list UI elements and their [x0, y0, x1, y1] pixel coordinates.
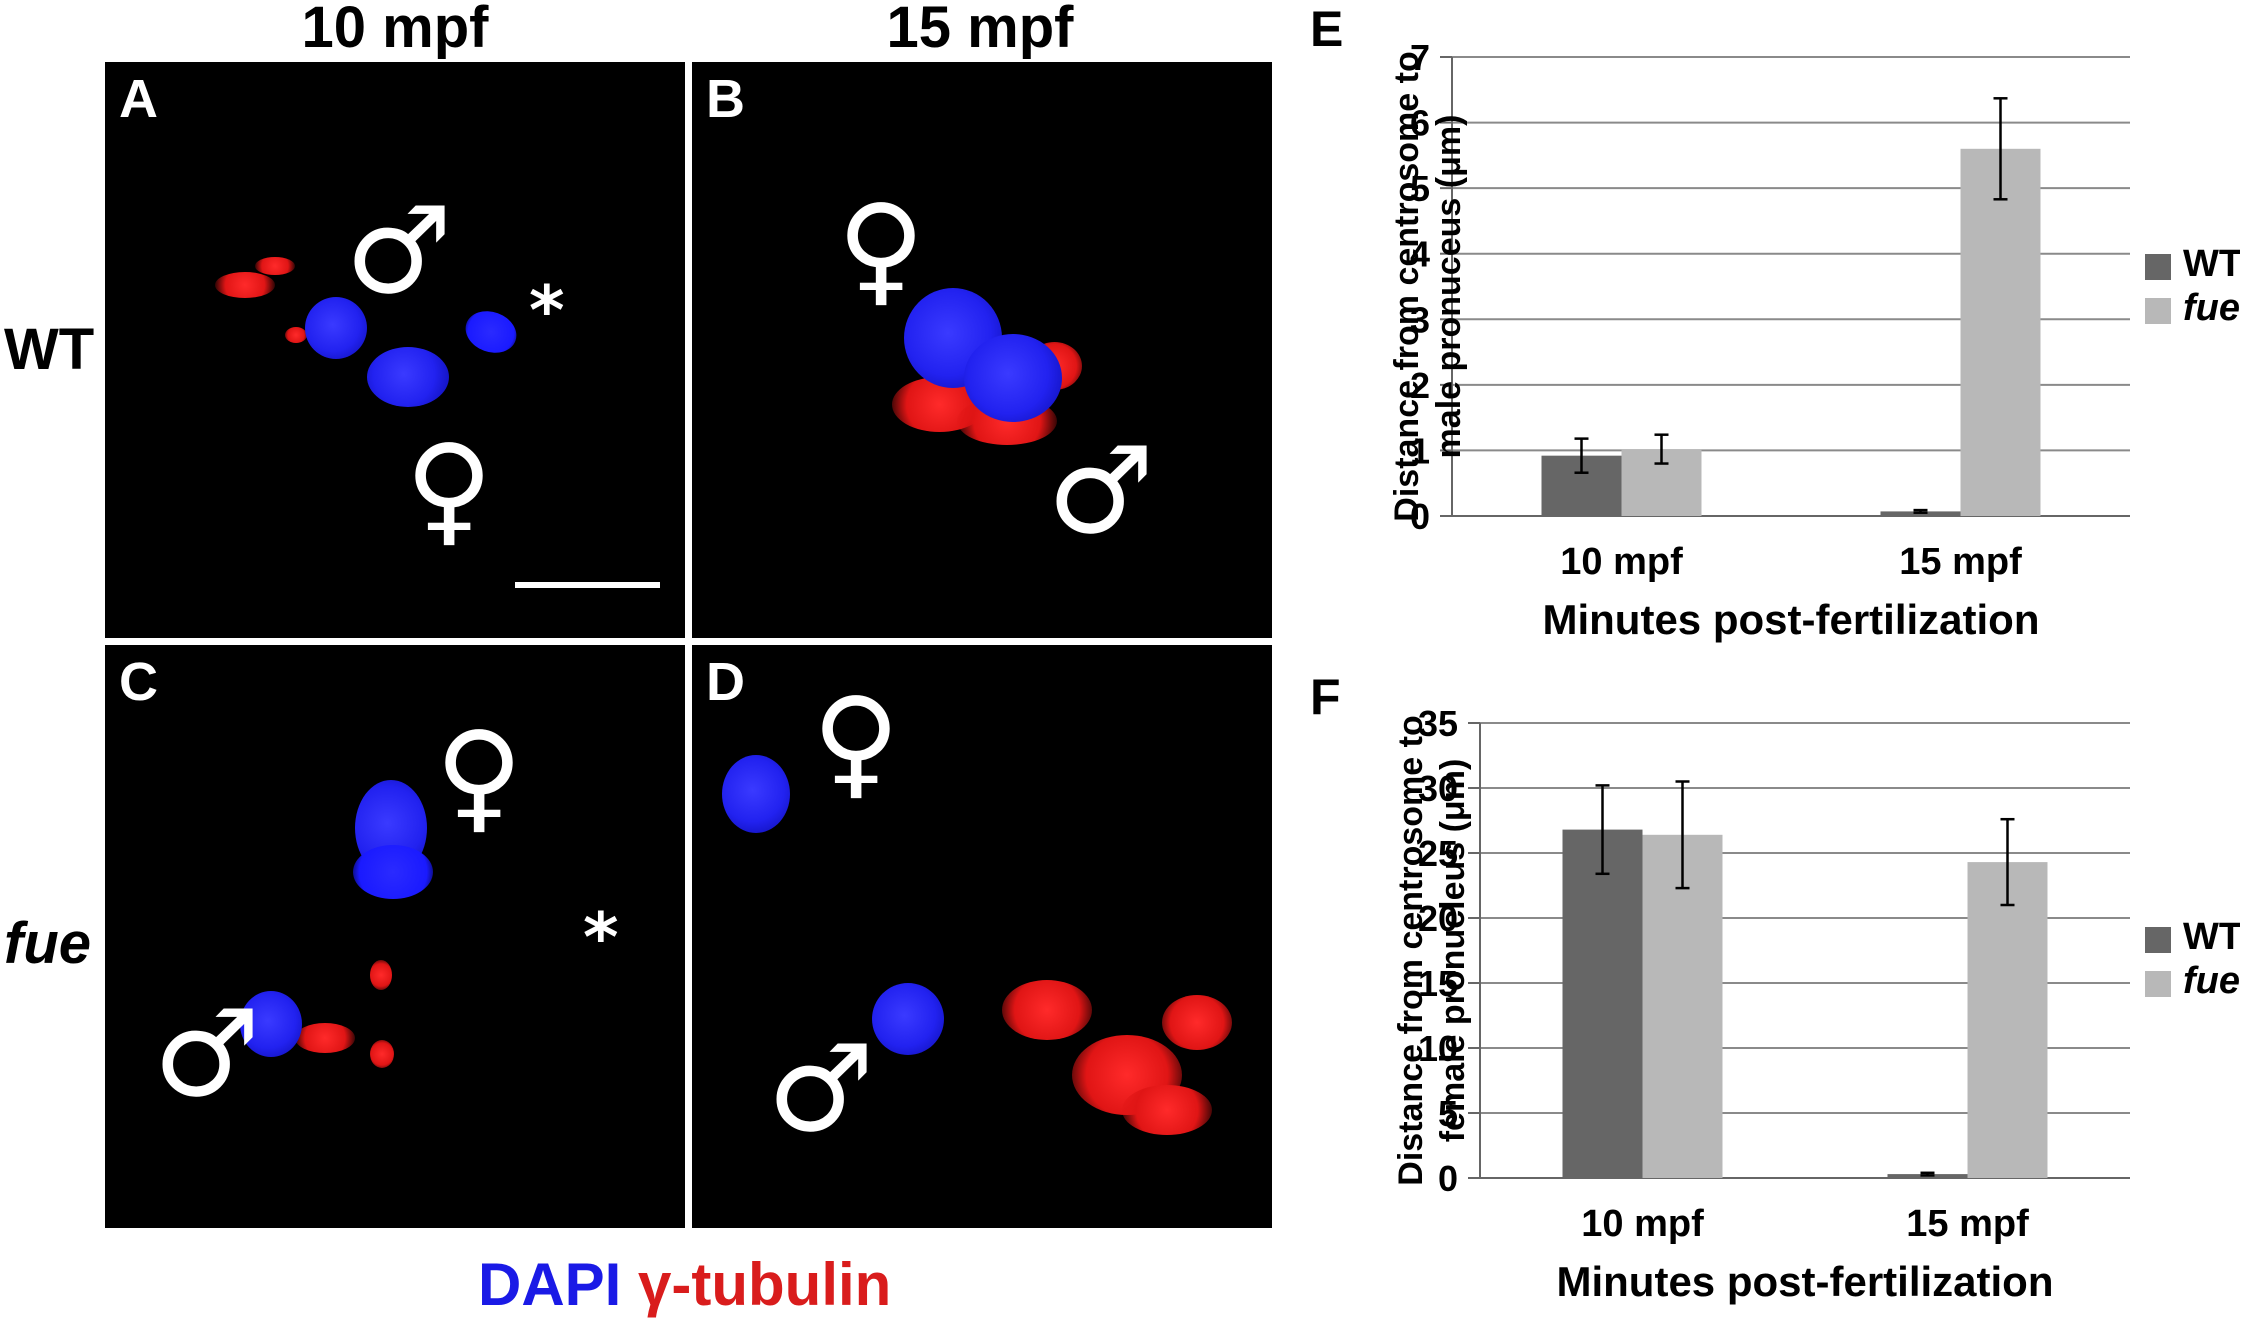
legend-label-fue: fue [2183, 287, 2240, 329]
gamma-tubulin-signal [285, 327, 307, 343]
male-pronucleus-dapi [872, 983, 944, 1055]
bar-chart-e: 0 1 2 3 4 5 6 7 10 mpf 15 mpf Minutes post-fertili… [1388, 37, 2240, 643]
male-symbol: ♂ [345, 182, 453, 321]
male-symbol: ♂ [767, 1020, 875, 1159]
column-header-10mpf: 10 mpf [301, 0, 489, 60]
y-tick-label: 10 [1418, 1028, 1458, 1069]
legend-swatch-WT [2145, 254, 2171, 280]
male-pronucleus-dapi [240, 991, 302, 1057]
stain-legend: DAPI γ-tubulin [478, 1250, 891, 1319]
y-tick-label: 6 [1410, 103, 1430, 144]
legend-swatch-fue [2145, 298, 2171, 324]
y-axis-label: Distance from centrosome to [1388, 51, 1426, 521]
x-tick-label: 15 mpf [1906, 1203, 2029, 1245]
bar-fue-0 [1642, 834, 1723, 1178]
y-tick-label: 1 [1410, 430, 1430, 471]
x-axis-label: Minutes post-fertilization [1543, 596, 2040, 643]
legend-swatch-WT [2145, 927, 2171, 953]
gamma-tubulin-signal [1122, 1085, 1212, 1135]
micrograph-panel-a: A ♂ ♀ * [105, 62, 685, 638]
female-pronucleus-dapi [367, 347, 449, 407]
bar-fue-1 [1967, 862, 2048, 1178]
polar-body-dapi [353, 845, 433, 899]
gamma-tubulin-signal [295, 1023, 355, 1053]
x-tick-label: 10 mpf [1581, 1203, 1704, 1245]
female-symbol: ♀ [812, 673, 900, 812]
y-tick-label: 2 [1410, 365, 1430, 406]
y-tick-label: 3 [1410, 299, 1430, 340]
x-tick-label: 15 mpf [1899, 541, 2022, 583]
row-header-wt: WT [4, 317, 95, 382]
dapi-label: DAPI [478, 1251, 622, 1318]
female-symbol: ♀ [837, 180, 925, 319]
y-axis-label: Distance from centrosome to [1392, 715, 1430, 1185]
bar-chart-f: 0 5 10 15 20 25 30 35 10 mpf 15 mpf Minutes post-f… [1392, 703, 2240, 1305]
female-symbol: ♀ [405, 420, 493, 559]
micrograph-panel-d: D ♀ ♂ [692, 645, 1272, 1228]
y-axis-label: female pronucleus (μm) [1434, 759, 1472, 1143]
bar-WT-0 [1562, 829, 1643, 1178]
panel-letter-e: E [1310, 1, 1344, 57]
male-symbol: ♂ [153, 985, 261, 1124]
gamma-tubulin-signal [370, 960, 392, 990]
legend-swatch-fue [2145, 971, 2171, 997]
y-tick-label: 5 [1438, 1093, 1458, 1134]
gamma-tubulin-signal [370, 1040, 394, 1068]
column-header-15mpf: 15 mpf [886, 0, 1074, 60]
panel-letter-b: B [706, 69, 745, 129]
polar-body-dapi [459, 304, 523, 360]
male-pronucleus-dapi [305, 297, 367, 359]
y-tick-label: 30 [1418, 768, 1458, 809]
gamma-tubulin-signal [255, 257, 295, 275]
y-tick-label: 0 [1438, 1158, 1458, 1199]
legend-label-WT: WT [2183, 916, 2240, 958]
y-tick-label: 5 [1410, 168, 1430, 209]
y-tick-label: 0 [1410, 496, 1430, 537]
y-tick-label: 7 [1410, 37, 1430, 78]
y-tick-label: 35 [1418, 703, 1458, 744]
female-pronucleus-dapi [722, 755, 790, 833]
y-axis-label: male pronuceus (μm) [1430, 115, 1468, 459]
panel-letter-d: D [706, 652, 745, 712]
panel-letter-c: C [119, 652, 158, 712]
row-header-fue: fue [4, 911, 91, 976]
x-tick-label: 10 mpf [1560, 541, 1683, 583]
micrograph-panel-b: B ♀ ♂ [692, 62, 1272, 638]
y-tick-label: 25 [1418, 833, 1458, 874]
gamma-tubulin-signal [1002, 980, 1092, 1040]
y-tick-label: 20 [1418, 898, 1458, 939]
polar-body-asterisk: * [529, 272, 565, 351]
bar-fue-1 [1960, 148, 2041, 517]
gamma-tubulin-signal [215, 272, 275, 298]
gamma-tubulin-label: γ-tubulin [638, 1251, 892, 1318]
legend-label-fue: fue [2183, 960, 2240, 1002]
gamma-tubulin-signal [1162, 995, 1232, 1050]
scale-bar [515, 582, 660, 588]
male-symbol: ♂ [1047, 422, 1155, 561]
y-tick-label: 15 [1418, 963, 1458, 1004]
x-axis-label: Minutes post-fertilization [1557, 1258, 2054, 1305]
y-tick-label: 4 [1410, 234, 1430, 275]
male-pronucleus-dapi [964, 334, 1062, 422]
polar-body-asterisk: * [583, 899, 619, 978]
legend-label-WT: WT [2183, 243, 2240, 285]
panel-letter-a: A [119, 69, 158, 129]
panel-letter-f: F [1310, 669, 1341, 725]
micrograph-panel-c: C ♀ ♂ * [105, 645, 685, 1228]
female-symbol: ♀ [435, 707, 523, 846]
